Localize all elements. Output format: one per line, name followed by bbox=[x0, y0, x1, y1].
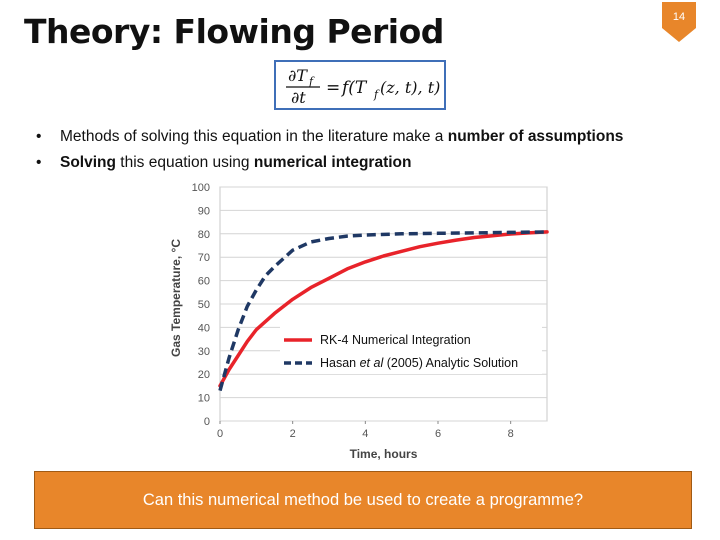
y-tick-label: 20 bbox=[198, 369, 210, 381]
eq-rhs-prefix: f(T bbox=[340, 78, 368, 98]
x-tick-label: 6 bbox=[435, 428, 441, 440]
x-tick-label: 4 bbox=[362, 428, 368, 440]
eq-rhs-subscript: f bbox=[373, 88, 380, 101]
bullet-item: • Methods of solving this equation in th… bbox=[36, 124, 623, 150]
bullet-text-bold: numerical integration bbox=[253, 154, 412, 171]
callout-banner: Can this numerical method be used to cre… bbox=[34, 471, 692, 529]
x-tick-label: 8 bbox=[508, 428, 514, 440]
y-tick-label: 10 bbox=[198, 393, 210, 405]
bullet-marker: • bbox=[36, 128, 42, 145]
page-badge-shape bbox=[662, 2, 696, 42]
series-line-rk4 bbox=[218, 230, 549, 388]
temperature-chart: 0 10 20 30 40 50 60 70 80 90 100 0 2 4 6 8 Time, hours Ga… bbox=[169, 182, 549, 461]
bullet-text-bold: number of assumptions bbox=[447, 128, 624, 145]
eq-rhs-suffix: (z, t), t) bbox=[380, 78, 440, 97]
y-axis-label: Gas Temperature, °C bbox=[169, 239, 183, 357]
x-tick-label: 2 bbox=[290, 428, 296, 440]
equation-box: ∂T f ∂t = f(T f (z, t), t) bbox=[274, 60, 446, 110]
bullet-item: • Solving this equation using numerical … bbox=[36, 150, 623, 176]
eq-lhs-numerator: ∂T bbox=[288, 66, 308, 85]
eq-lhs-denominator: ∂t bbox=[291, 88, 306, 107]
legend-box bbox=[280, 326, 542, 374]
y-tick-label: 100 bbox=[192, 182, 210, 194]
slide-title: Theory: Flowing Period bbox=[24, 12, 444, 51]
bullet-text-bold: Solving bbox=[60, 154, 116, 171]
eq-equals: = bbox=[326, 78, 340, 98]
page-number-badge: 14 bbox=[662, 2, 696, 42]
legend-label: RK-4 Numerical Integration bbox=[320, 333, 471, 347]
bullet-text: Methods of solving this equation in the … bbox=[60, 128, 448, 145]
x-tick-label: 0 bbox=[217, 428, 223, 440]
bullet-text: this equation using bbox=[115, 154, 254, 171]
callout-text: Can this numerical method be used to cre… bbox=[142, 490, 584, 509]
bullet-marker: • bbox=[36, 154, 42, 171]
page-number: 14 bbox=[672, 11, 686, 23]
y-tick-label: 70 bbox=[198, 252, 210, 264]
legend-label: Hasan et al (2005) Analytic Solution bbox=[320, 356, 518, 370]
x-axis-label: Time, hours bbox=[350, 447, 418, 461]
equation: ∂T f ∂t = f(T f (z, t), t) bbox=[286, 66, 440, 107]
y-tick-label: 0 bbox=[204, 416, 210, 428]
y-tick-label: 30 bbox=[198, 346, 210, 358]
y-tick-label: 50 bbox=[198, 299, 210, 311]
y-tick-label: 60 bbox=[198, 276, 210, 288]
y-tick-label: 80 bbox=[198, 229, 210, 241]
y-tick-label: 90 bbox=[198, 205, 210, 217]
bullet-list: • Methods of solving this equation in th… bbox=[36, 124, 623, 176]
eq-lhs-subscript: f bbox=[308, 75, 315, 88]
y-tick-label: 40 bbox=[198, 322, 210, 334]
